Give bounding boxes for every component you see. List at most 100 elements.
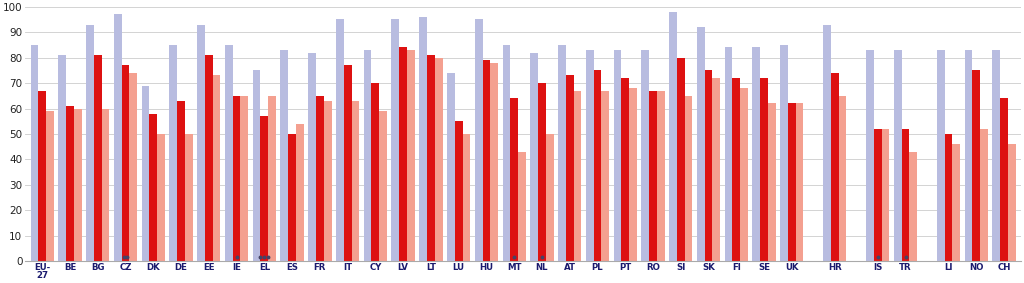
- Bar: [185, 134, 193, 261]
- Bar: [122, 65, 129, 261]
- Bar: [260, 116, 268, 261]
- Bar: [475, 20, 482, 261]
- Bar: [629, 88, 637, 261]
- Bar: [399, 48, 407, 261]
- Bar: [622, 78, 629, 261]
- Bar: [324, 101, 332, 261]
- Bar: [677, 58, 685, 261]
- Bar: [407, 50, 415, 261]
- Bar: [839, 96, 847, 261]
- Bar: [894, 50, 902, 261]
- Bar: [530, 53, 538, 261]
- Bar: [1000, 98, 1008, 261]
- Bar: [344, 65, 351, 261]
- Bar: [74, 109, 82, 261]
- Bar: [213, 76, 220, 261]
- Bar: [594, 70, 601, 261]
- Bar: [566, 76, 573, 261]
- Bar: [94, 55, 101, 261]
- Bar: [372, 83, 379, 261]
- Bar: [351, 101, 359, 261]
- Bar: [558, 45, 566, 261]
- Bar: [308, 53, 316, 261]
- Bar: [586, 50, 594, 261]
- Bar: [937, 50, 945, 261]
- Bar: [281, 50, 288, 261]
- Bar: [205, 55, 213, 261]
- Bar: [830, 73, 839, 261]
- Bar: [573, 91, 582, 261]
- Bar: [288, 134, 296, 261]
- Bar: [67, 106, 74, 261]
- Bar: [760, 78, 768, 261]
- Bar: [482, 60, 490, 261]
- Bar: [873, 129, 882, 261]
- Bar: [952, 144, 961, 261]
- Bar: [902, 129, 909, 261]
- Bar: [685, 96, 692, 261]
- Bar: [427, 55, 435, 261]
- Bar: [768, 104, 775, 261]
- Bar: [101, 109, 110, 261]
- Bar: [866, 50, 873, 261]
- Bar: [980, 129, 988, 261]
- Bar: [58, 55, 67, 261]
- Bar: [796, 104, 804, 261]
- Bar: [177, 101, 185, 261]
- Bar: [510, 98, 518, 261]
- Bar: [419, 17, 427, 261]
- Bar: [268, 96, 276, 261]
- Bar: [455, 121, 463, 261]
- Bar: [992, 50, 1000, 261]
- Bar: [1008, 144, 1016, 261]
- Bar: [150, 114, 158, 261]
- Bar: [973, 70, 980, 261]
- Bar: [882, 129, 890, 261]
- Bar: [538, 83, 546, 261]
- Bar: [38, 91, 46, 261]
- Bar: [656, 91, 665, 261]
- Bar: [232, 96, 241, 261]
- Bar: [909, 152, 918, 261]
- Bar: [364, 50, 372, 261]
- Bar: [518, 152, 526, 261]
- Bar: [753, 48, 760, 261]
- Bar: [141, 86, 150, 261]
- Bar: [780, 45, 787, 261]
- Bar: [435, 58, 442, 261]
- Bar: [503, 45, 510, 261]
- Bar: [225, 45, 232, 261]
- Bar: [945, 134, 952, 261]
- Bar: [613, 50, 622, 261]
- Bar: [86, 25, 94, 261]
- Bar: [697, 27, 705, 261]
- Bar: [241, 96, 248, 261]
- Bar: [198, 25, 205, 261]
- Bar: [463, 134, 470, 261]
- Bar: [740, 88, 748, 261]
- Bar: [601, 91, 609, 261]
- Bar: [169, 45, 177, 261]
- Bar: [31, 45, 38, 261]
- Bar: [447, 73, 455, 261]
- Bar: [379, 111, 387, 261]
- Bar: [787, 104, 796, 261]
- Bar: [316, 96, 324, 261]
- Bar: [114, 14, 122, 261]
- Bar: [46, 111, 54, 261]
- Bar: [391, 20, 399, 261]
- Bar: [823, 25, 830, 261]
- Bar: [965, 50, 973, 261]
- Bar: [713, 78, 720, 261]
- Bar: [641, 50, 649, 261]
- Bar: [732, 78, 740, 261]
- Bar: [725, 48, 732, 261]
- Bar: [649, 91, 656, 261]
- Bar: [669, 12, 677, 261]
- Bar: [129, 73, 137, 261]
- Bar: [336, 20, 344, 261]
- Bar: [490, 63, 498, 261]
- Bar: [253, 70, 260, 261]
- Bar: [546, 134, 554, 261]
- Bar: [296, 124, 304, 261]
